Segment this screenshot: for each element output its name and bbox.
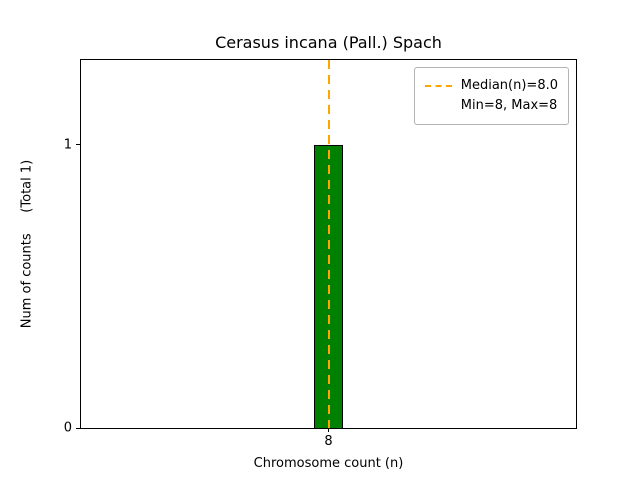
legend-item-minmax: Min=8, Max=8 <box>425 96 558 116</box>
legend: Median(n)=8.0 Min=8, Max=8 <box>413 67 569 126</box>
y-tick-label: 1 <box>63 137 72 153</box>
y-tick-mark <box>76 427 80 429</box>
y-axis-label: Num of counts (Total 1) <box>19 159 35 329</box>
legend-item-median: Median(n)=8.0 <box>424 76 558 96</box>
legend-label-median: Median(n)=8.0 <box>460 78 558 93</box>
legend-label-minmax: Min=8, Max=8 <box>460 98 558 114</box>
x-tick-mark <box>328 428 329 432</box>
median-dashed-line-icon <box>424 85 452 88</box>
y-tick-label: 0 <box>63 420 72 436</box>
chart-title: Cerasus incana (Pall.) Spach <box>215 33 442 52</box>
median-line <box>327 60 330 428</box>
plot-area: Median(n)=8.0 Min=8, Max=8 0 1 8 <box>64 59 577 448</box>
x-tick-label: 8 <box>324 434 333 449</box>
x-axis-label: Chromosome count (n) <box>253 456 404 471</box>
y-tick-mark <box>76 144 80 146</box>
